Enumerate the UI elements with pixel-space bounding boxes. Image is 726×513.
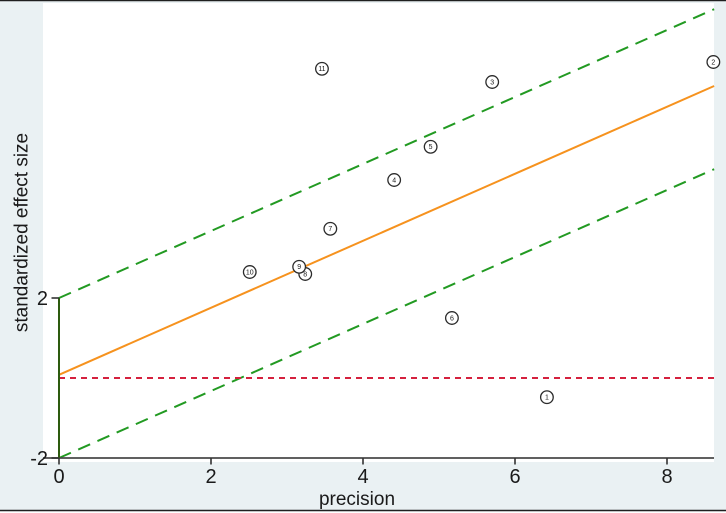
data-point-circle-3 (485, 75, 500, 89)
data-point-label-5: 5 (429, 144, 433, 151)
data-point-label-10: 10 (246, 269, 254, 276)
data-point-label-1: 1 (545, 395, 549, 402)
x-tick-label-2: 2 (205, 466, 216, 488)
figure-border-bottom-gap (0, 511, 726, 513)
data-point-1: 1 (539, 390, 554, 405)
data-point-label-4: 4 (392, 177, 396, 184)
data-point-label-2: 2 (711, 59, 715, 66)
ci-lower-line (58, 168, 715, 459)
data-point-circle-9 (292, 259, 307, 274)
data-point-circle-10 (242, 265, 257, 279)
x-tick-label-6: 6 (509, 466, 520, 488)
x-tick-label-0: 0 (53, 466, 64, 488)
data-point-circle-6 (444, 311, 459, 325)
y-tick-label-2: 2 (37, 288, 48, 310)
ci-upper-line (58, 8, 715, 299)
data-point-label-8: 8 (303, 271, 307, 278)
fit-line (58, 85, 715, 376)
data-point-circle-2 (706, 55, 721, 69)
y-tick-label--2: -2 (30, 448, 48, 470)
data-point-circle-4 (387, 173, 402, 187)
data-point-3: 3 (485, 75, 500, 89)
data-point-9: 9 (292, 259, 307, 274)
plot-area (43, 3, 714, 462)
data-point-circle-7 (323, 221, 338, 236)
data-point-label-11: 11 (318, 66, 325, 73)
data-point-circle-11 (315, 61, 329, 76)
x-tick-label-4: 4 (357, 466, 368, 488)
data-point-4: 4 (387, 173, 402, 187)
data-point-circle-1 (539, 390, 554, 405)
y-axis-title: standardized effect size (11, 132, 33, 333)
data-point-6: 6 (444, 311, 459, 325)
data-point-7: 7 (323, 221, 338, 236)
data-point-5: 5 (423, 139, 438, 154)
x-tick-label-8: 8 (661, 466, 672, 488)
data-point-10: 10 (242, 265, 257, 279)
data-point-11: 11 (315, 61, 329, 76)
x-axis-title: precision (318, 489, 396, 510)
data-point-label-7: 7 (328, 226, 332, 233)
data-point-circle-5 (423, 139, 438, 154)
data-point-label-6: 6 (450, 315, 454, 322)
data-point-label-3: 3 (490, 79, 494, 86)
data-point-2: 2 (706, 55, 721, 69)
data-point-label-9: 9 (297, 264, 301, 271)
